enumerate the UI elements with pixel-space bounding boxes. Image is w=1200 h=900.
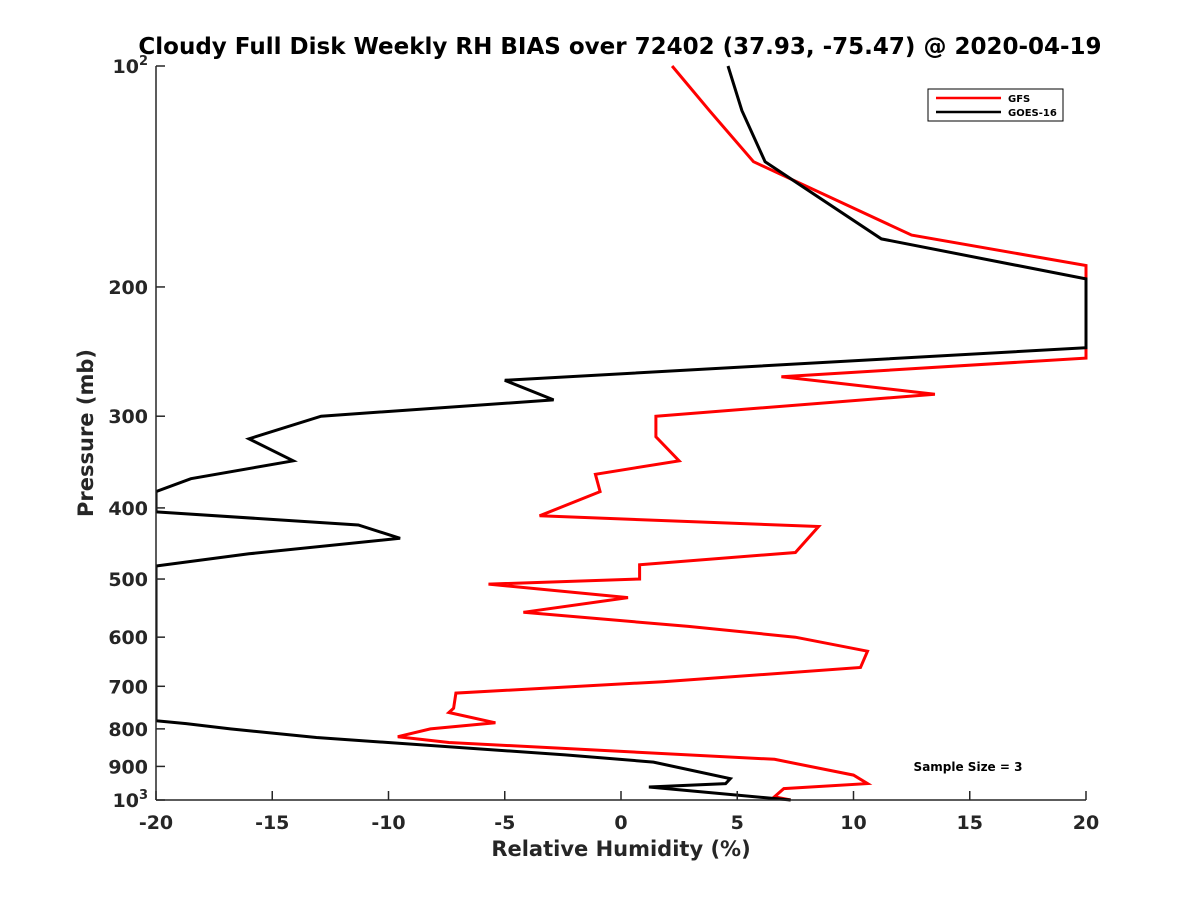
y-axis-label: Pressure (mb) bbox=[74, 349, 98, 517]
x-tick-label: 0 bbox=[614, 812, 627, 834]
series-line-gfs bbox=[397, 65, 1088, 802]
x-tick-label: 10 bbox=[840, 812, 866, 834]
series-layer bbox=[156, 65, 1088, 802]
legend-box bbox=[927, 88, 1064, 122]
x-tick-label: -5 bbox=[494, 812, 515, 834]
legend-items: GFS GOES-16 bbox=[936, 94, 1057, 119]
x-tick-label: -20 bbox=[139, 812, 173, 834]
sample-size-annotation: Sample Size = 3 bbox=[914, 760, 1023, 774]
x-tick-label: 20 bbox=[1073, 812, 1099, 834]
x-tick-label: -10 bbox=[371, 812, 405, 834]
y-tick-label: 600 bbox=[108, 627, 148, 649]
plot-area bbox=[156, 66, 1086, 800]
x-tick-label: 5 bbox=[731, 812, 744, 834]
series-line-goes-16 bbox=[156, 65, 1088, 802]
tick-labels: -20 -15 -10 -5 0 5 10 15 20 102 200 300 400 500 600 700… bbox=[108, 54, 1099, 834]
y-tick-label: 900 bbox=[108, 756, 148, 778]
y-tick-label: 103 bbox=[113, 788, 149, 812]
y-tick-label: 500 bbox=[108, 569, 148, 591]
legend-label-goes-16: GOES-16 bbox=[1008, 108, 1057, 119]
legend-label-gfs: GFS bbox=[1008, 94, 1030, 105]
chart-title: Cloudy Full Disk Weekly RH BIAS over 724… bbox=[138, 34, 1101, 60]
y-tick-label: 300 bbox=[108, 406, 148, 428]
x-tick-label: 15 bbox=[957, 812, 983, 834]
y-tick-label: 102 bbox=[113, 54, 149, 78]
x-tick-label: -15 bbox=[255, 812, 289, 834]
y-tick-label: 700 bbox=[108, 676, 148, 698]
y-tick-label: 800 bbox=[108, 719, 148, 741]
axes bbox=[155, 65, 1087, 801]
x-axis-label: Relative Humidity (%) bbox=[491, 837, 750, 861]
legend: GFS GOES-16 bbox=[927, 88, 1064, 122]
y-tick-label: 400 bbox=[108, 498, 148, 520]
y-tick-label: 200 bbox=[108, 277, 148, 299]
